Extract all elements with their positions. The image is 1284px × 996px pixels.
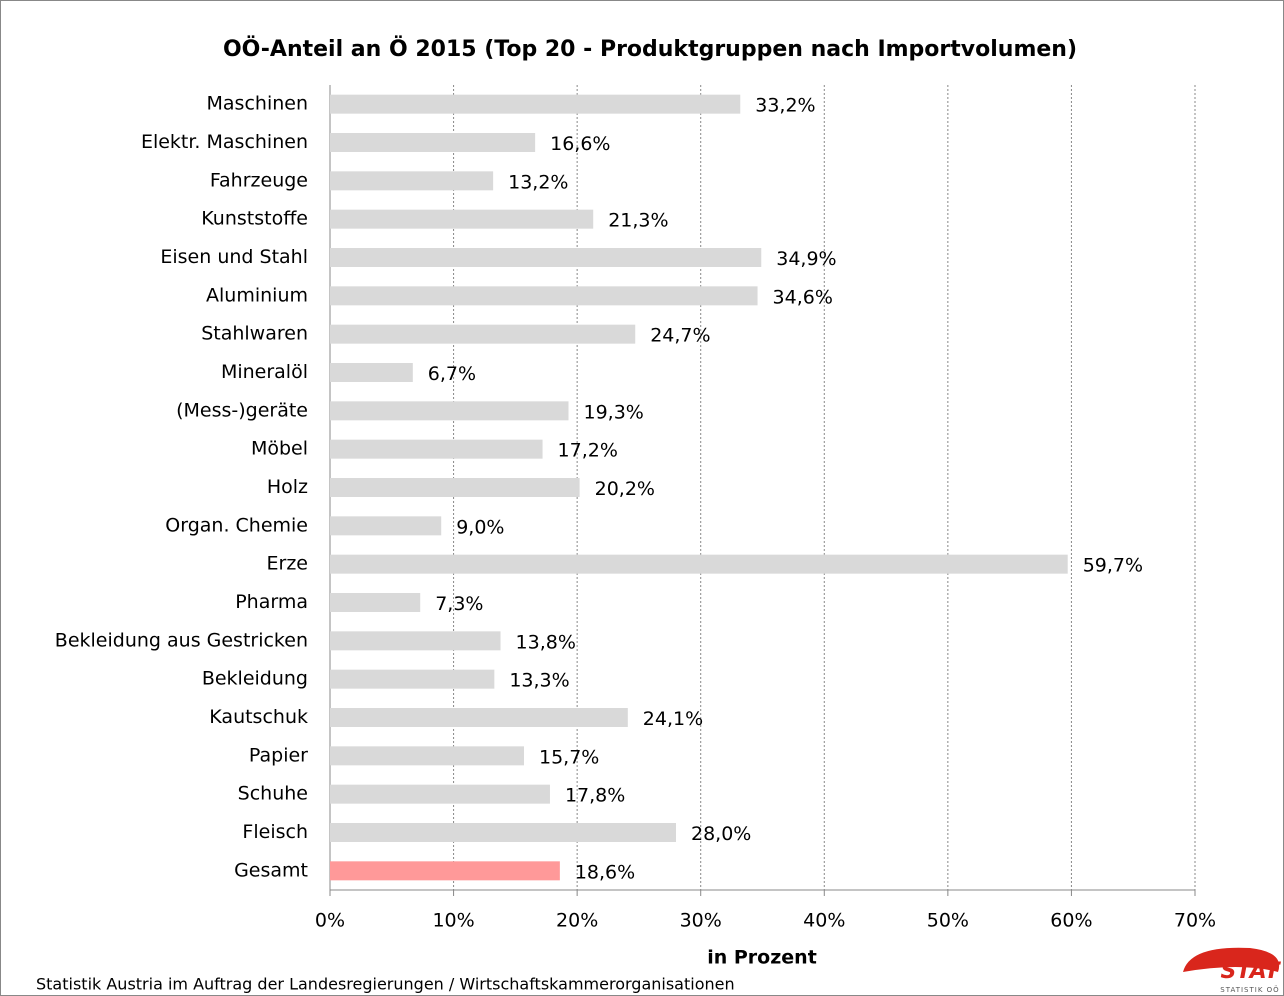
y-tick-label: Papier xyxy=(249,744,308,766)
y-tick-label: Eisen und Stahl xyxy=(160,246,308,268)
value-label: 15,7% xyxy=(539,746,599,768)
value-label: 34,6% xyxy=(773,286,833,308)
value-label: 59,7% xyxy=(1083,555,1143,577)
bar xyxy=(330,209,594,229)
bar xyxy=(330,554,1068,574)
value-label: 20,2% xyxy=(595,478,655,500)
bar xyxy=(330,401,569,421)
value-label: 28,0% xyxy=(691,823,751,845)
x-tick-label: 10% xyxy=(432,910,474,932)
x-tick-label: 60% xyxy=(1050,910,1092,932)
value-label: 9,0% xyxy=(456,516,504,538)
y-tick-label: Fleisch xyxy=(242,821,308,843)
logo: STAT STATISTIK OÖ xyxy=(1183,947,1282,994)
y-tick-label: Bekleidung aus Gestricken xyxy=(55,629,308,651)
value-label: 13,3% xyxy=(509,670,569,692)
y-tick-label: (Mess-)geräte xyxy=(176,399,308,421)
bar xyxy=(330,171,494,191)
x-tick-label: 0% xyxy=(315,910,345,932)
bar xyxy=(330,439,543,459)
bar xyxy=(330,746,525,766)
y-tick-label: Fahrzeuge xyxy=(210,169,308,191)
value-label: 18,6% xyxy=(575,861,635,883)
y-tick-label: Erze xyxy=(267,553,308,575)
chart-title: OÖ-Anteil an Ö 2015 (Top 20 - Produktgru… xyxy=(223,36,1077,62)
bar xyxy=(330,286,758,306)
bar xyxy=(330,363,413,382)
y-tick-label: Aluminium xyxy=(206,284,308,306)
y-tick-label: Bekleidung xyxy=(202,668,308,690)
bar xyxy=(330,94,741,114)
y-tick-label: Möbel xyxy=(251,438,308,460)
logo-subtext: STATISTIK OÖ xyxy=(1220,985,1279,994)
x-tick-label: 40% xyxy=(803,910,845,932)
y-tick-label: Elektr. Maschinen xyxy=(141,131,308,153)
bar xyxy=(330,133,536,152)
bar xyxy=(330,516,442,536)
y-tick-label: Organ. Chemie xyxy=(165,514,308,536)
bar xyxy=(330,669,495,689)
value-label: 6,7% xyxy=(428,363,476,385)
y-tick-label: Pharma xyxy=(235,591,308,613)
bar xyxy=(330,708,628,727)
x-tick-label: 50% xyxy=(927,910,969,932)
y-tick-label: Gesamt xyxy=(234,859,308,881)
bar xyxy=(330,478,580,497)
bar xyxy=(330,823,676,842)
x-tick-label: 30% xyxy=(680,910,722,932)
value-label: 24,1% xyxy=(643,708,703,730)
bar xyxy=(330,631,501,651)
y-tick-label: Mineralöl xyxy=(221,361,308,383)
x-tick-label: 70% xyxy=(1174,910,1216,932)
value-label: 13,2% xyxy=(508,171,568,193)
y-tick-label: Kautschuk xyxy=(209,706,308,728)
x-axis-label: in Prozent xyxy=(707,947,817,969)
bar xyxy=(330,784,550,804)
value-label: 13,8% xyxy=(516,631,576,653)
y-tick-label: Holz xyxy=(267,476,308,498)
y-tick-label: Stahlwaren xyxy=(201,323,308,345)
value-label: 17,2% xyxy=(558,440,618,462)
value-label: 7,3% xyxy=(435,593,483,615)
value-label: 19,3% xyxy=(583,401,643,423)
value-label: 33,2% xyxy=(755,95,815,117)
bar xyxy=(330,593,421,612)
source-note: Statistik Austria im Auftrag der Landesr… xyxy=(36,975,735,994)
bar xyxy=(330,324,636,344)
x-tick-label: 20% xyxy=(556,910,598,932)
value-label: 34,9% xyxy=(776,248,836,270)
value-label: 17,8% xyxy=(565,785,625,807)
value-label: 16,6% xyxy=(550,133,610,155)
logo-swoosh xyxy=(1183,947,1280,972)
bar xyxy=(330,248,762,267)
value-label: 24,7% xyxy=(650,325,710,347)
y-tick-label: Schuhe xyxy=(238,783,308,805)
y-tick-label: Kunststoffe xyxy=(201,208,308,230)
value-label: 21,3% xyxy=(608,210,668,232)
bar xyxy=(330,861,560,881)
logo-text: STAT xyxy=(1220,959,1281,984)
y-tick-label: Maschinen xyxy=(207,93,308,115)
